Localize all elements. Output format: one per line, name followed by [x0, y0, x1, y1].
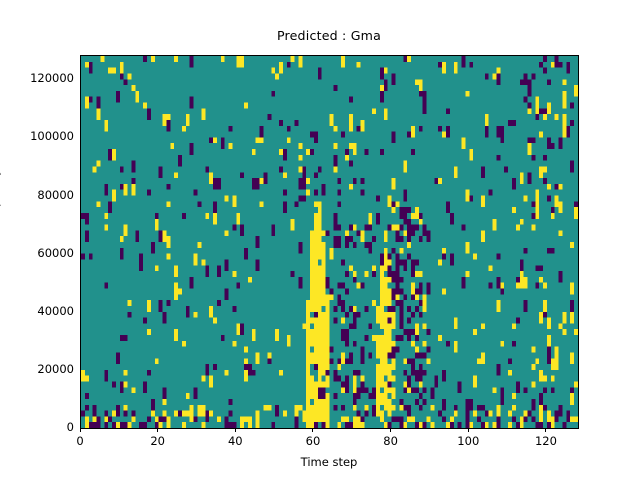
x-tick-mark [157, 428, 159, 432]
y-tick-label: 0 [66, 420, 74, 434]
heatmap-plot-area[interactable] [80, 55, 579, 429]
y-axis-label: Frequency (Hz) [0, 115, 1, 255]
x-tick-mark [467, 428, 469, 432]
x-tick-mark [390, 428, 392, 432]
x-tick-mark [545, 428, 547, 432]
y-tick-label: 20000 [37, 361, 74, 376]
y-tick-label: 60000 [37, 245, 74, 260]
x-tick-label: 120 [534, 434, 557, 448]
x-tick-label: 40 [227, 434, 243, 448]
x-tick-label: 100 [457, 434, 480, 448]
y-tick-label: 80000 [37, 187, 74, 202]
x-tick-label: 0 [76, 434, 84, 448]
x-tick-mark [312, 428, 314, 432]
heatmap-image[interactable] [81, 56, 578, 428]
x-tick-mark [234, 428, 236, 432]
x-axis-label: Time step [300, 455, 358, 469]
x-tick-label: 20 [150, 434, 165, 448]
page-title: Predicted : Gma [276, 28, 382, 43]
x-tick-label: 60 [305, 434, 321, 448]
x-tick-label: 80 [383, 434, 398, 448]
y-tick-label: 100000 [30, 129, 74, 144]
x-tick-mark [79, 428, 81, 432]
y-tick-label: 40000 [37, 303, 74, 318]
y-tick-label: 120000 [30, 71, 74, 86]
